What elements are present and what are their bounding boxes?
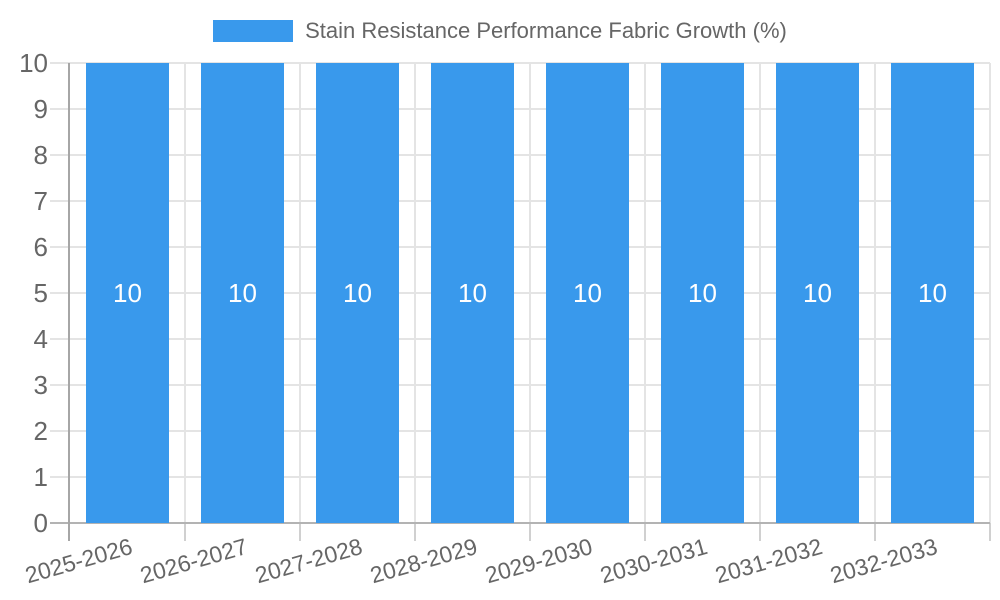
x-tick-mark	[644, 523, 646, 541]
x-tick-mark	[989, 523, 991, 541]
bar-value-label: 10	[458, 278, 487, 308]
y-axis-line	[68, 63, 70, 541]
y-gridline	[50, 200, 990, 202]
x-tick-mark	[184, 523, 186, 541]
y-gridline	[50, 338, 990, 340]
x-axis-tick-label: 2032-2033	[826, 533, 940, 589]
legend-label: Stain Resistance Performance Fabric Grow…	[305, 18, 787, 43]
bar-value-label: 10	[228, 278, 257, 308]
y-gridline	[50, 108, 990, 110]
bar	[86, 63, 169, 523]
x-gridline	[759, 63, 761, 523]
x-axis-tick-label: 2027-2028	[251, 533, 365, 589]
bar-value-label: 10	[688, 278, 717, 308]
x-gridline	[299, 63, 301, 523]
y-axis-tick-label: 4	[33, 324, 48, 354]
x-axis-tick-label: 2028-2029	[366, 533, 480, 589]
y-gridline	[50, 476, 990, 478]
bar	[316, 63, 399, 523]
x-gridline	[874, 63, 876, 523]
bar	[776, 63, 859, 523]
y-axis-tick-label: 0	[33, 508, 48, 538]
x-tick-mark	[529, 523, 531, 541]
bar	[891, 63, 974, 523]
bar	[431, 63, 514, 523]
y-axis-tick-label: 1	[33, 462, 48, 492]
y-axis-tick-label: 6	[33, 232, 48, 262]
legend-swatch	[213, 20, 294, 42]
x-tick-mark	[299, 523, 301, 541]
x-tick-mark	[759, 523, 761, 541]
y-axis-tick-label: 9	[33, 94, 48, 124]
y-axis-tick-label: 8	[33, 140, 48, 170]
y-gridline	[50, 292, 990, 294]
bar	[546, 63, 629, 523]
x-tick-mark	[874, 523, 876, 541]
bar-value-label: 10	[918, 278, 947, 308]
x-gridline	[644, 63, 646, 523]
y-axis-tick-label: 10	[19, 48, 48, 78]
x-axis-tick-label: 2029-2030	[481, 533, 595, 589]
x-gridline	[529, 63, 531, 523]
x-axis-line	[50, 522, 990, 524]
bar-value-label: 10	[803, 278, 832, 308]
y-gridline	[50, 154, 990, 156]
y-axis-tick-label: 3	[33, 370, 48, 400]
x-axis-tick-label: 2026-2027	[136, 533, 250, 589]
y-gridline	[50, 62, 990, 64]
bar-value-label: 10	[573, 278, 602, 308]
x-tick-mark	[414, 523, 416, 541]
y-axis-tick-label: 5	[33, 278, 48, 308]
x-gridline	[989, 63, 991, 523]
bar	[201, 63, 284, 523]
y-gridline	[50, 430, 990, 432]
y-axis-tick-label: 7	[33, 186, 48, 216]
x-axis-tick-label: 2030-2031	[596, 533, 710, 589]
chart-legend-item[interactable]: Stain Resistance Performance Fabric Grow…	[0, 18, 1000, 44]
bar-value-label: 10	[113, 278, 142, 308]
x-gridline	[184, 63, 186, 523]
x-axis-tick-label: 2031-2032	[711, 533, 825, 589]
bar	[661, 63, 744, 523]
y-gridline	[50, 246, 990, 248]
y-gridline	[50, 384, 990, 386]
x-axis-tick-label: 2025-2026	[21, 533, 135, 589]
bar-value-label: 10	[343, 278, 372, 308]
y-axis-tick-label: 2	[33, 416, 48, 446]
x-gridline	[414, 63, 416, 523]
